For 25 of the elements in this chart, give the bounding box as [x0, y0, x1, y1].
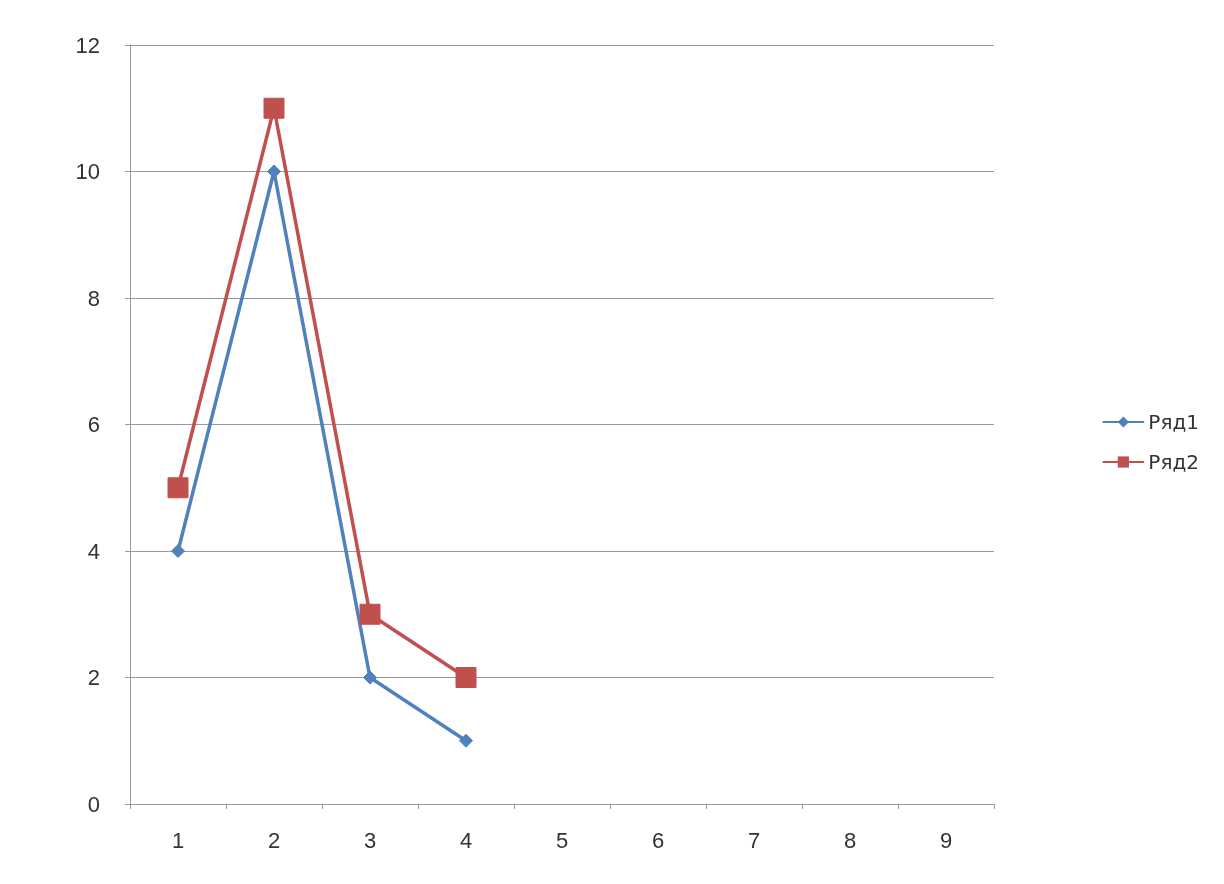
point [167, 477, 189, 499]
legend-label: Ряд2 [1148, 450, 1200, 474]
x-tick-label: 1 [171, 827, 185, 853]
x-tick-label: 9 [939, 827, 953, 853]
point [171, 544, 185, 558]
y-tick-label: 12 [75, 32, 100, 58]
x-tick-label: 6 [651, 827, 665, 853]
y-tick-label: 4 [87, 538, 100, 564]
x-tick-label: 4 [459, 827, 473, 853]
legend-label: Ряд1 [1148, 410, 1200, 434]
point [455, 667, 477, 688]
x-tick-label: 5 [555, 827, 569, 853]
x-tick-label: 7 [747, 827, 761, 853]
point [363, 670, 377, 685]
point [263, 97, 285, 119]
y-tick-label: 2 [87, 665, 100, 690]
x-tick-label: 2 [267, 827, 281, 853]
x-tick-label: 3 [363, 827, 377, 853]
x-tick-label: 8 [843, 827, 857, 853]
y-tick-label: 0 [87, 791, 100, 817]
point [359, 603, 381, 625]
point [459, 733, 473, 748]
y-tick-label: 6 [87, 412, 100, 437]
y-tick-label: 10 [75, 159, 100, 184]
y-tick-label: 8 [87, 285, 100, 311]
